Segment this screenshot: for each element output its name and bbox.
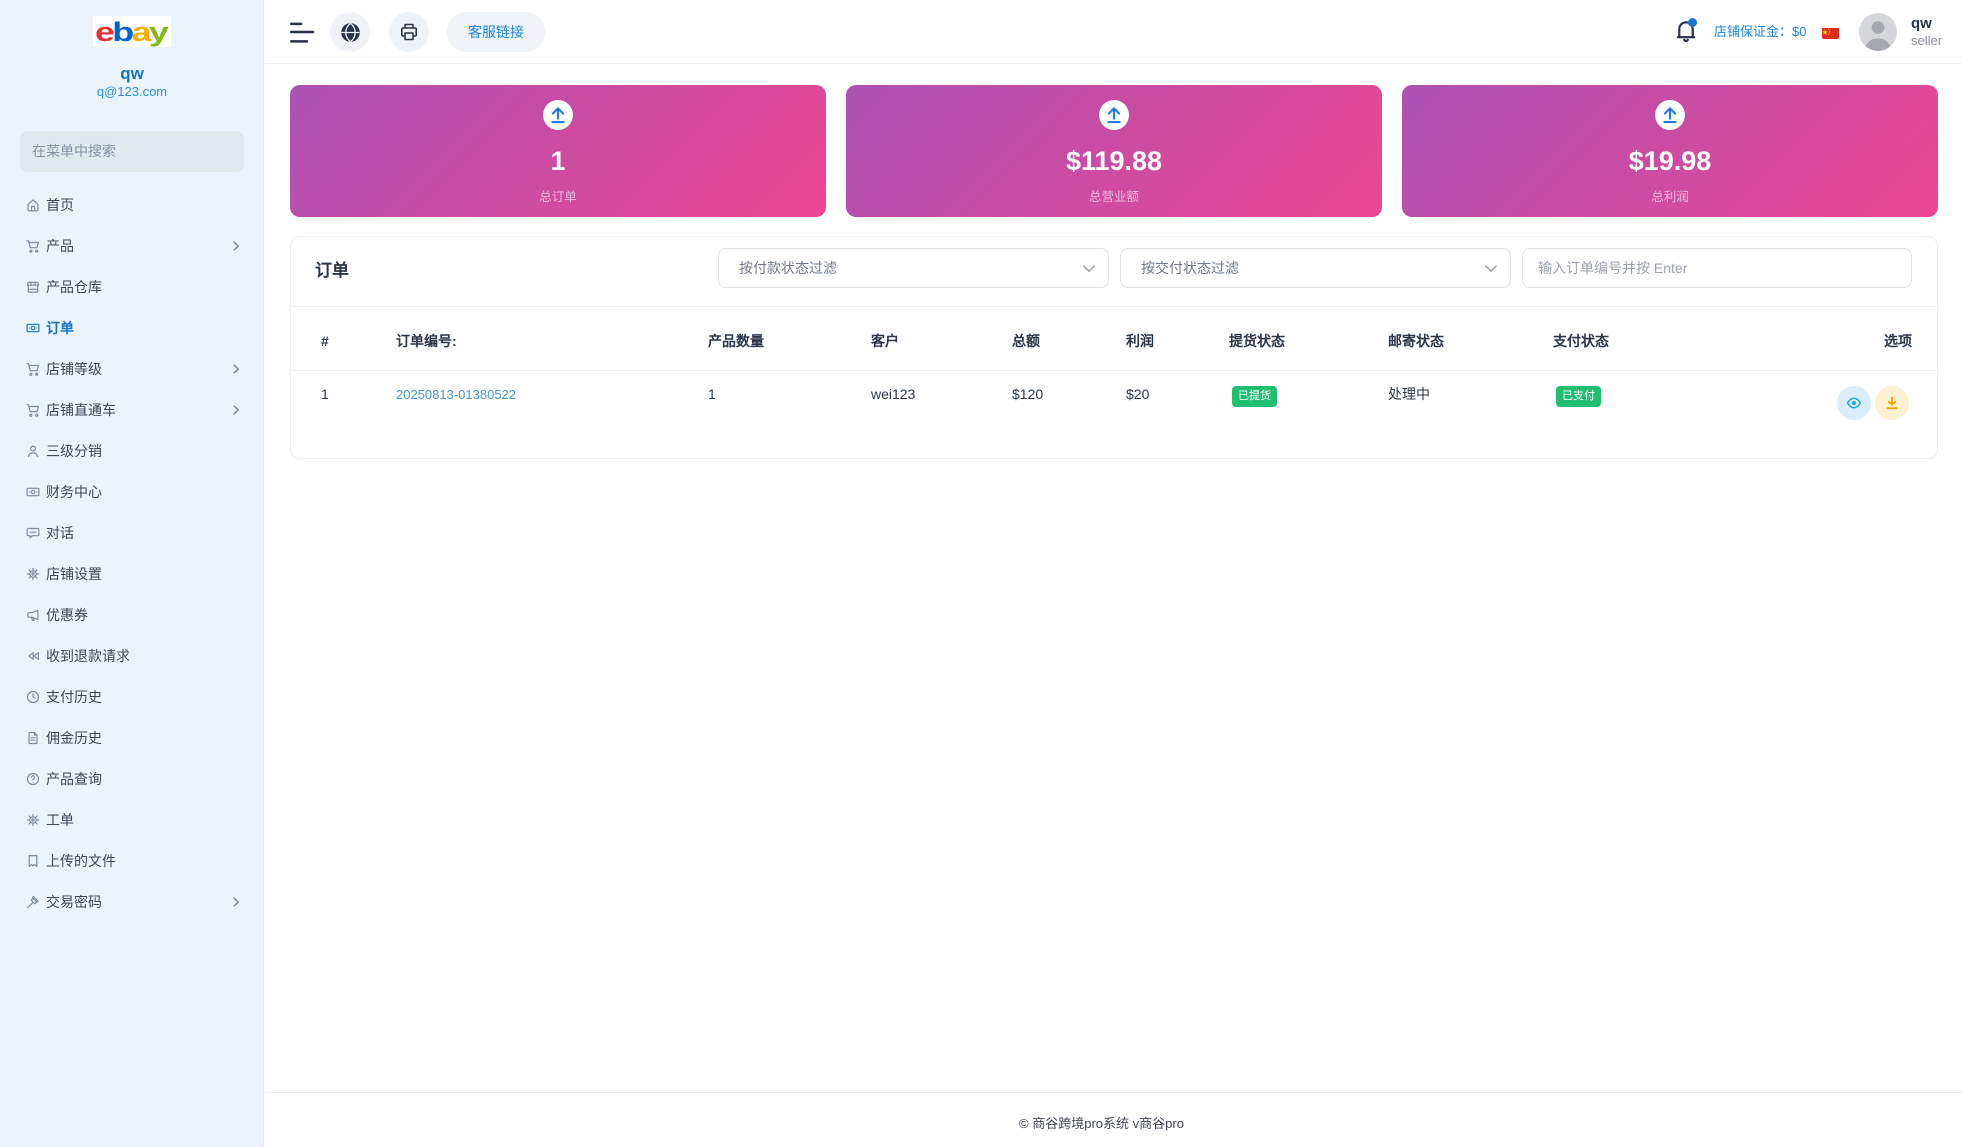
svg-text:ebay: ebay bbox=[95, 16, 169, 47]
